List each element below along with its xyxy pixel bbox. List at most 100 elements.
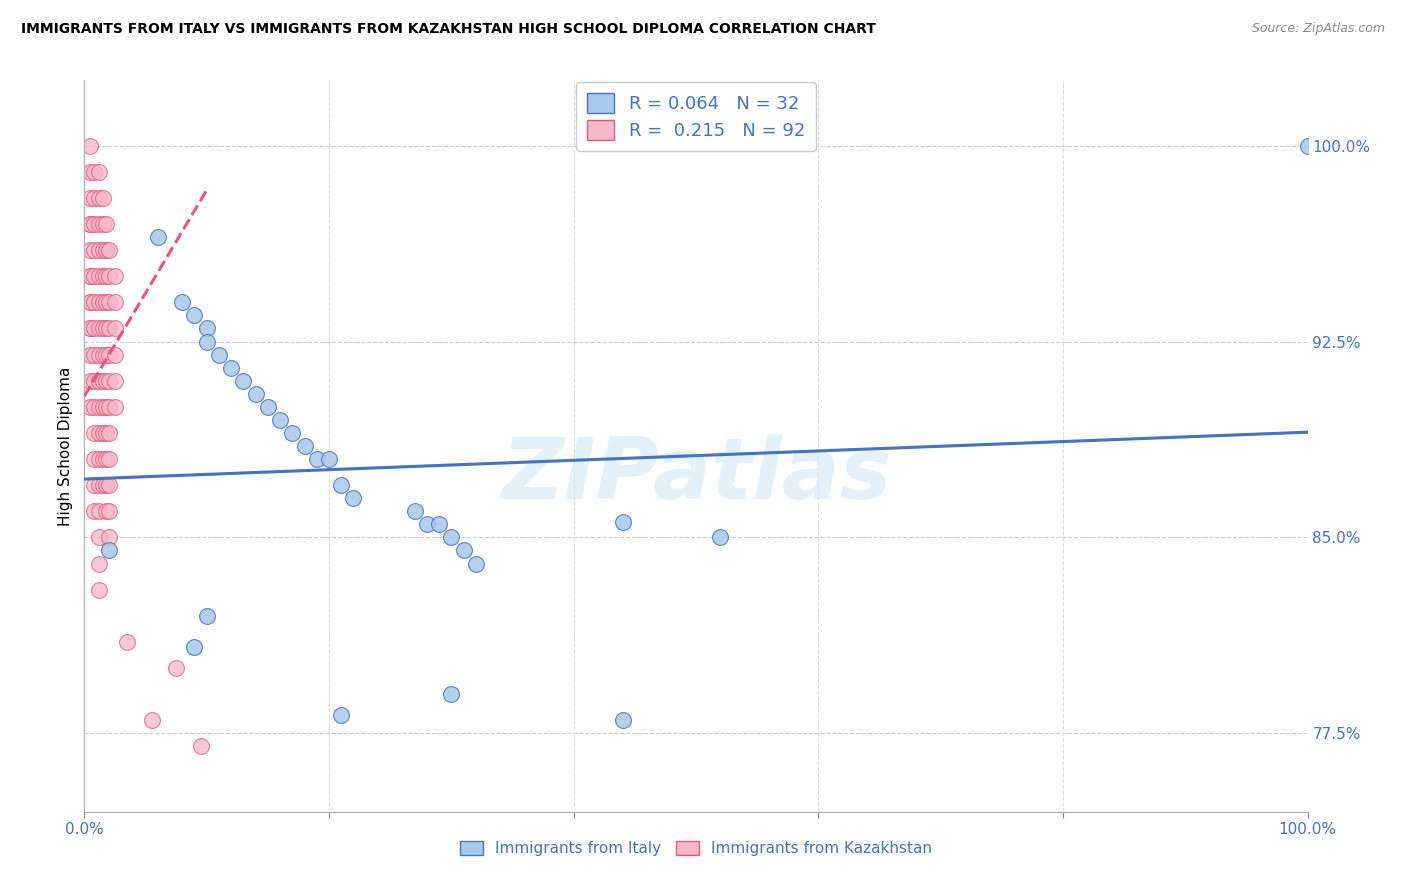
Point — [79, 164, 101, 178]
Point — [104, 295, 127, 310]
Point — [96, 295, 118, 310]
Point — [83, 321, 105, 335]
Point — [330, 478, 353, 492]
Point — [96, 452, 118, 467]
Point — [83, 478, 105, 492]
Point — [87, 478, 110, 492]
Point — [79, 217, 101, 231]
Point — [104, 347, 127, 361]
Point — [97, 269, 120, 284]
Point — [91, 243, 114, 257]
Point — [612, 714, 634, 728]
Point — [91, 217, 114, 231]
Point — [190, 739, 212, 754]
Point — [91, 321, 114, 335]
Point — [83, 217, 105, 231]
Point — [97, 425, 120, 440]
Point — [87, 374, 110, 388]
Point — [97, 295, 120, 310]
Point — [79, 374, 101, 388]
Point — [440, 530, 463, 544]
Point — [318, 452, 340, 467]
Point — [87, 295, 110, 310]
Point — [87, 504, 110, 518]
Point — [83, 400, 105, 414]
Point — [87, 191, 110, 205]
Point — [96, 478, 118, 492]
Point — [87, 452, 110, 467]
Point — [87, 243, 110, 257]
Point — [87, 347, 110, 361]
Point — [453, 543, 475, 558]
Point — [427, 517, 450, 532]
Point — [96, 269, 118, 284]
Y-axis label: High School Diploma: High School Diploma — [58, 367, 73, 525]
Point — [87, 582, 110, 597]
Point — [91, 347, 114, 361]
Point — [96, 400, 118, 414]
Point — [91, 425, 114, 440]
Point — [91, 400, 114, 414]
Point — [104, 321, 127, 335]
Point — [97, 452, 120, 467]
Point — [404, 504, 426, 518]
Point — [79, 321, 101, 335]
Point — [269, 413, 291, 427]
Point — [96, 347, 118, 361]
Point — [141, 714, 163, 728]
Point — [245, 386, 267, 401]
Point — [183, 309, 205, 323]
Point — [87, 164, 110, 178]
Point — [97, 347, 120, 361]
Point — [97, 374, 120, 388]
Text: ZIPatlas: ZIPatlas — [501, 434, 891, 516]
Point — [87, 217, 110, 231]
Text: IMMIGRANTS FROM ITALY VS IMMIGRANTS FROM KAZAKHSTAN HIGH SCHOOL DIPLOMA CORRELAT: IMMIGRANTS FROM ITALY VS IMMIGRANTS FROM… — [21, 22, 876, 37]
Point — [79, 191, 101, 205]
Point — [97, 543, 120, 558]
Point — [83, 374, 105, 388]
Point — [83, 452, 105, 467]
Point — [195, 321, 218, 335]
Point — [709, 530, 731, 544]
Point — [91, 478, 114, 492]
Point — [440, 687, 463, 701]
Point — [115, 635, 138, 649]
Point — [79, 243, 101, 257]
Point — [172, 295, 194, 310]
Point — [342, 491, 364, 506]
Point — [79, 321, 101, 335]
Point — [83, 243, 105, 257]
Point — [416, 517, 439, 532]
Point — [97, 530, 120, 544]
Point — [97, 243, 120, 257]
Point — [165, 661, 187, 675]
Point — [96, 374, 118, 388]
Point — [257, 400, 280, 414]
Point — [79, 269, 101, 284]
Point — [294, 439, 316, 453]
Point — [87, 321, 110, 335]
Point — [83, 425, 105, 440]
Point — [87, 269, 110, 284]
Point — [1296, 138, 1319, 153]
Point — [305, 452, 328, 467]
Point — [91, 269, 114, 284]
Point — [79, 295, 101, 310]
Point — [83, 269, 105, 284]
Point — [612, 515, 634, 529]
Point — [79, 269, 101, 284]
Point — [97, 478, 120, 492]
Point — [87, 400, 110, 414]
Point — [96, 321, 118, 335]
Point — [83, 295, 105, 310]
Point — [91, 191, 114, 205]
Point — [96, 425, 118, 440]
Point — [91, 452, 114, 467]
Point — [79, 217, 101, 231]
Point — [97, 504, 120, 518]
Point — [79, 138, 101, 153]
Point — [146, 230, 169, 244]
Point — [219, 360, 242, 375]
Point — [96, 504, 118, 518]
